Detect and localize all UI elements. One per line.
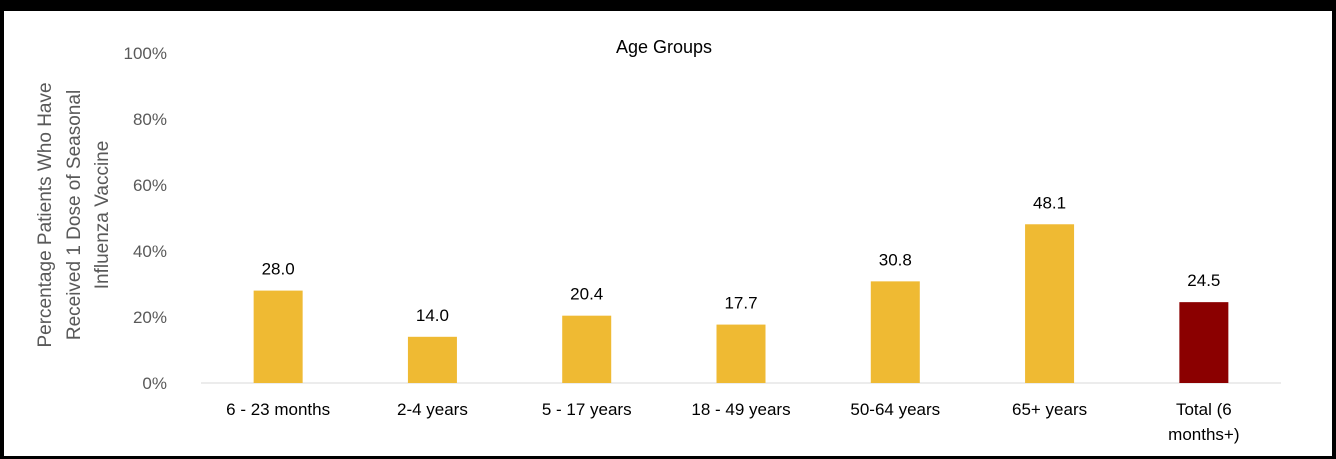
y-tick-label: 100% [124,44,167,63]
bar [870,281,920,383]
x-axis-categories: 6 - 23 months 2-4 years 5 - 17 years 18 - 4… [226,400,1239,444]
data-label: 20.4 [570,285,603,304]
data-label: 14.0 [416,306,449,325]
x-category-label: 18 - 49 years [691,400,790,419]
x-category-label: 50-64 years [850,400,940,419]
y-axis-label-line: Percentage Patients Who Have [35,82,56,347]
x-category-label: Total (6 [1176,400,1232,419]
chart-title: Age Groups [616,37,712,57]
y-tick-label: 80% [133,110,167,129]
data-label: 24.5 [1187,271,1220,290]
y-axis-label: Percentage Patients Who Have Received 1 D… [35,82,113,347]
y-tick-label: 60% [133,176,167,195]
x-category-label: 2-4 years [397,400,468,419]
y-tick-label: 40% [133,242,167,261]
bars-group [253,224,1229,383]
data-label: 30.8 [879,250,912,269]
data-label: 28.0 [262,260,295,279]
bar [1179,302,1229,383]
bar [253,290,303,383]
data-label: 17.7 [724,294,757,313]
y-axis-label-line: Received 1 Dose of Seasonal [64,90,85,340]
y-tick-label: 0% [142,374,167,393]
x-category-label: months+) [1168,425,1239,444]
x-category-label: 6 - 23 months [226,400,330,419]
bar [716,324,766,383]
y-tick-label: 20% [133,308,167,327]
bar [407,336,457,383]
x-category-label: 5 - 17 years [542,400,632,419]
bar [562,315,612,383]
x-category-label: 65+ years [1012,400,1087,419]
bar [1025,224,1075,383]
data-labels-group: 28.0 14.0 20.4 17.7 30.8 48.1 24.5 [262,193,1221,325]
bar-chart: Age Groups Percentage Patients Who Have R… [35,37,1281,444]
y-axis-label-line: Influenza Vaccine [92,141,113,290]
y-axis-ticks: 0% 20% 40% 60% 80% 100% [124,44,167,393]
data-label: 48.1 [1033,193,1066,212]
